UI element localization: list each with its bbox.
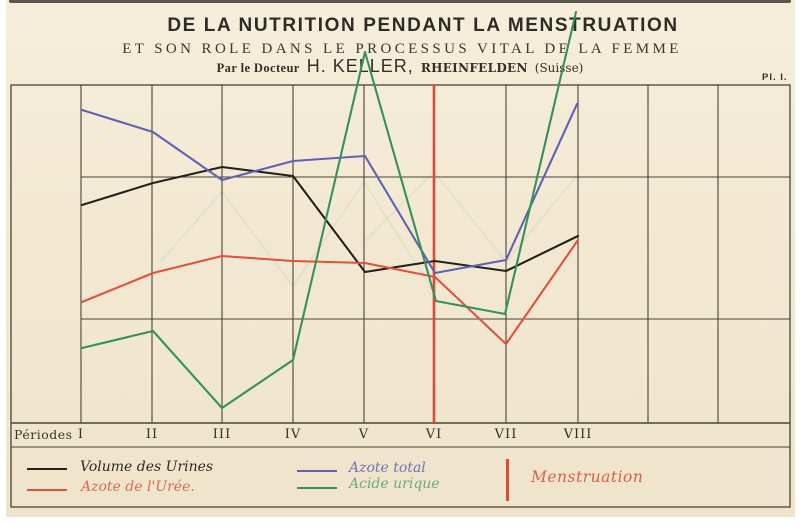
author-prefix: Par le Docteur [216,61,300,75]
author-city: RHEINFELDEN [420,61,528,75]
paper-background [6,0,795,517]
plate-number-label: Pl. I. [762,72,788,83]
page-title: DE LA NUTRITION PENDANT LA MENSTRUATION [167,15,679,36]
author-country: (Suisse) [534,61,584,75]
author-line: Par le Docteur H. KELLER, RHEINFELDEN (S… [0,56,800,77]
page-top-edge-shadow [9,0,791,3]
author-name: H. KELLER, [306,56,414,76]
